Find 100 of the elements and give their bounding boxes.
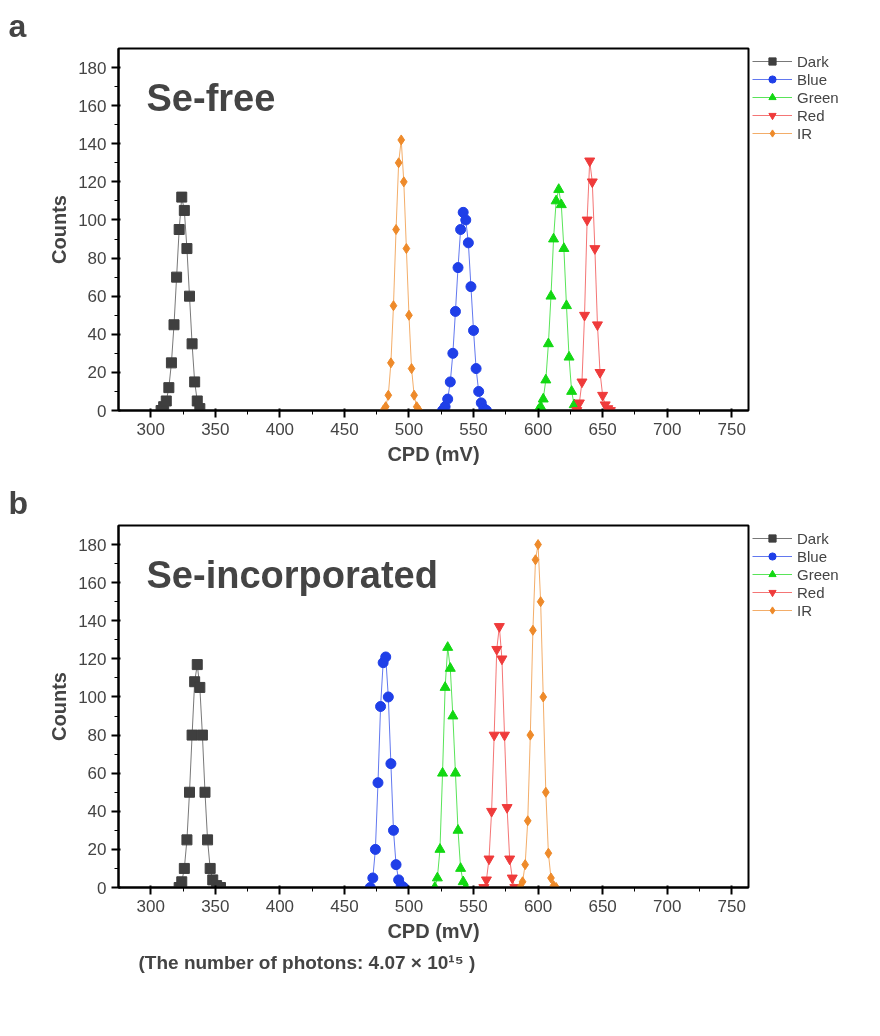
point: [449, 305, 461, 317]
x-tick-label: 450: [330, 419, 359, 439]
x-tick-label: 300: [136, 896, 165, 916]
y-tick-label: 80: [87, 726, 107, 746]
point: [545, 289, 557, 300]
point: [563, 350, 575, 361]
y-tick-label: 0: [97, 401, 107, 421]
y-tick-label: 40: [87, 325, 107, 345]
y-tick-label: 20: [87, 363, 107, 383]
x-axis-title: CPD (mV): [387, 919, 480, 942]
text: (The number of photons: 4.07 × 10¹⁵ ): [138, 951, 476, 973]
point: [581, 216, 593, 227]
legend-label: Red: [797, 106, 825, 124]
chart-title: a: [8, 7, 27, 44]
x-tick-label: 550: [459, 419, 488, 439]
y-tick-label: 120: [78, 649, 107, 669]
point: [455, 224, 467, 235]
legend-label: IR: [797, 124, 813, 142]
point: [470, 363, 482, 375]
y-axis-title: Counts: [48, 672, 71, 741]
y-tick-label: 160: [78, 573, 107, 593]
point: [382, 691, 394, 703]
point: [165, 357, 177, 369]
point: [544, 847, 553, 859]
point: [536, 596, 545, 608]
point: [442, 393, 454, 405]
point: [460, 214, 472, 226]
y-tick-label: 160: [78, 96, 107, 116]
point: [444, 376, 456, 388]
y-tick-label: 180: [78, 58, 107, 78]
x-tick-label: 400: [265, 896, 295, 916]
point: [518, 876, 527, 888]
point: [523, 815, 532, 827]
point: [402, 243, 411, 255]
x-tick-label: 600: [523, 419, 553, 439]
point: [537, 392, 549, 403]
y-tick-label: 60: [87, 287, 107, 307]
point: [390, 859, 402, 871]
point: [468, 324, 480, 336]
point: [558, 242, 570, 252]
point: [384, 389, 393, 401]
point: [160, 395, 172, 407]
point: [486, 807, 498, 818]
x-tick-label: 450: [330, 896, 359, 916]
x-tick-label: 750: [717, 419, 746, 439]
point: [465, 281, 477, 293]
legend-label: Blue: [797, 70, 828, 88]
legend-label: Dark: [797, 529, 829, 547]
point: [397, 134, 406, 146]
y-tick-label: 60: [87, 764, 107, 784]
x-tick-label: 500: [394, 419, 424, 439]
point: [473, 385, 485, 397]
y-tick-label: 20: [87, 840, 107, 860]
point: [202, 834, 214, 846]
point: [171, 271, 183, 283]
point: [589, 245, 601, 255]
point: [444, 662, 456, 672]
y-tick-label: 120: [78, 172, 107, 192]
x-tick-label: 650: [588, 419, 617, 439]
point: [194, 681, 206, 693]
legend-label: Green: [797, 88, 839, 106]
point: [566, 385, 578, 395]
point: [191, 659, 203, 671]
point: [163, 382, 175, 394]
x-axis-title: CPD (mV): [387, 442, 480, 465]
point: [178, 204, 190, 216]
point: [434, 843, 446, 853]
y-tick-label: 0: [97, 878, 107, 898]
point: [499, 731, 510, 742]
x-tick-label: 300: [136, 419, 165, 439]
point: [449, 766, 461, 777]
point: [173, 224, 185, 235]
y-tick-label: 100: [78, 210, 107, 230]
point: [387, 824, 399, 836]
point: [560, 299, 572, 310]
text: Se-incorporated: [146, 553, 438, 596]
point: [385, 758, 397, 770]
legend-label: Blue: [797, 547, 828, 565]
point: [442, 641, 454, 651]
point: [186, 729, 198, 741]
point: [381, 401, 390, 411]
y-tick-label: 180: [78, 535, 107, 555]
x-tick-label: 700: [652, 896, 682, 916]
point: [392, 224, 400, 235]
x-tick-label: 550: [459, 896, 488, 916]
legend-label: IR: [797, 601, 813, 619]
point: [439, 681, 451, 691]
x-tick-label: 700: [652, 419, 682, 439]
point: [375, 701, 387, 712]
point: [555, 198, 567, 209]
point: [447, 709, 459, 720]
point: [493, 623, 505, 633]
point: [178, 862, 190, 874]
point: [541, 786, 550, 798]
point: [586, 178, 598, 189]
point: [531, 554, 540, 566]
x-tick-label: 750: [717, 896, 746, 916]
point: [369, 843, 381, 855]
point: [189, 376, 201, 388]
point: [496, 655, 508, 666]
